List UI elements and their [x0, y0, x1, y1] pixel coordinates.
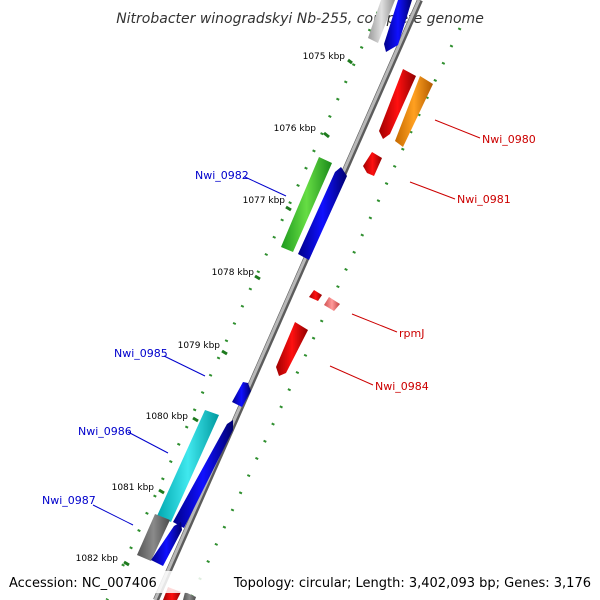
gene-nwi-0987[interactable]: [151, 522, 182, 566]
tick-label: 1077 kbp: [243, 196, 286, 206]
gene-label-nwi-0986[interactable]: Nwi_0986: [78, 425, 132, 438]
map-title: Nitrobacter winogradskyi Nb-255, complet…: [116, 11, 484, 27]
tick-marks: [123, 58, 353, 567]
tick-label: 1075 kbp: [303, 52, 346, 62]
tick-label: 1079 kbp: [178, 341, 221, 351]
gene-nwi-0980[interactable]: [395, 76, 433, 147]
inner-dotted-track: [105, 11, 380, 600]
gene-label-nwi-0981[interactable]: Nwi_0981: [457, 193, 511, 206]
gene-label-nwi-0985[interactable]: Nwi_0985: [114, 347, 168, 360]
gene-bottom-gray[interactable]: [183, 592, 196, 600]
genome-backbone: [153, 0, 421, 600]
gene-label-rpmj[interactable]: rpmJ: [399, 327, 424, 340]
footer-background: [0, 571, 600, 593]
gene-nwi-0986[interactable]: [173, 420, 233, 528]
gene-nwi-0980-red[interactable]: [379, 69, 416, 139]
gene-nwi-0979[interactable]: [384, 0, 412, 52]
gene-rpmj-left[interactable]: [309, 290, 322, 301]
tick-label: 1076 kbp: [274, 124, 317, 134]
gene-nwi-0979-gray[interactable]: [368, 0, 395, 43]
gene-nwi-0985[interactable]: [232, 382, 251, 407]
gene-nwi-0981[interactable]: [363, 152, 382, 176]
tick-label: 1080 kbp: [146, 412, 189, 422]
gene-label-nwi-0980[interactable]: Nwi_0980: [482, 133, 536, 146]
tick-label: 1081 kbp: [112, 483, 155, 493]
gene-nwi-0982-green[interactable]: [281, 157, 332, 252]
gene-nwi-0982[interactable]: [298, 167, 347, 260]
tick-label: 1082 kbp: [76, 554, 119, 564]
gene-nwi-0987-gray[interactable]: [137, 514, 170, 561]
tick-label: 1078 kbp: [212, 268, 255, 278]
gene-nwi-0984[interactable]: [276, 322, 308, 376]
gene-nwi-0986-cyan[interactable]: [157, 410, 219, 522]
tick-labels: 1075 kbp 1076 kbp 1077 kbp 1078 kbp 1079…: [76, 52, 346, 564]
accession-text: Accession: NC_007406: [9, 576, 157, 591]
gene-rpmj[interactable]: [324, 297, 340, 311]
gene-label-nwi-0987[interactable]: Nwi_0987: [42, 494, 96, 507]
topology-text: Topology: circular; Length: 3,402,093 bp…: [233, 576, 591, 591]
leader-lines: [92, 119, 481, 526]
gene-label-nwi-0984[interactable]: Nwi_0984: [375, 380, 429, 393]
outer-dotted-track: [188, 27, 462, 600]
gene-label-nwi-0982[interactable]: Nwi_0982: [195, 169, 249, 182]
